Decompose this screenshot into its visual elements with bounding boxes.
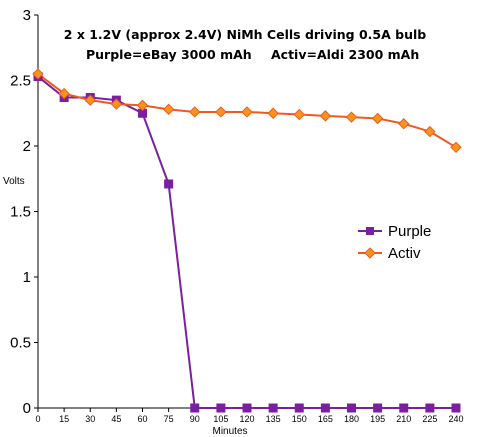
data-point-activ — [450, 141, 462, 154]
x-tick-label: 75 — [164, 414, 174, 424]
data-point-purple — [164, 179, 174, 189]
series-line-purple — [37, 75, 456, 409]
x-tick-label: 150 — [292, 414, 307, 424]
data-point-activ — [84, 94, 96, 106]
data-point-purple — [373, 403, 383, 413]
x-tick-label: 135 — [266, 414, 281, 424]
data-point-activ — [162, 103, 175, 116]
x-tick-label: 240 — [448, 414, 463, 424]
legend-marker-activ — [364, 247, 376, 259]
data-point-activ — [241, 106, 253, 118]
chart-title-line-1: 2 x 1.2V (approx 2.4V) NiMh Cells drivin… — [64, 27, 427, 42]
data-point-purple — [216, 403, 226, 413]
y-tick-label: 0 — [23, 400, 31, 417]
data-point-purple — [242, 403, 252, 413]
y-tick-label: 3 — [23, 7, 31, 24]
y-axis: 0 0.5 1 1.5 2 2.5 3 — [10, 7, 38, 417]
data-point-activ — [189, 106, 201, 118]
data-point-activ — [398, 118, 410, 130]
x-tick-label: 60 — [137, 414, 147, 424]
legend-marker-purple — [366, 227, 374, 235]
x-axis-label: Minutes — [212, 426, 247, 437]
y-tick-label: 1 — [23, 269, 31, 286]
y-tick-label: 0.5 — [10, 335, 31, 352]
data-point-activ — [110, 98, 123, 110]
data-point-activ — [215, 106, 227, 118]
data-point-purple — [190, 403, 200, 413]
data-point-activ — [32, 68, 44, 80]
data-point-activ — [136, 99, 149, 112]
x-tick-label: 195 — [370, 414, 385, 424]
x-tick-label: 90 — [190, 414, 200, 424]
series-layer — [32, 68, 462, 413]
x-tick-label: 30 — [85, 414, 95, 424]
x-tick-label: 180 — [344, 414, 359, 424]
data-point-purple — [451, 403, 461, 413]
data-point-purple — [399, 403, 409, 413]
x-tick-label: 105 — [213, 414, 228, 424]
y-tick-label: 1.5 — [10, 204, 31, 221]
x-tick-label: 210 — [396, 414, 411, 424]
y-tick-label: 2 — [23, 138, 31, 155]
x-tick-label: 165 — [318, 414, 333, 424]
data-point-purple — [425, 403, 435, 413]
y-tick-label: 2.5 — [10, 73, 31, 90]
data-point-activ — [371, 112, 384, 125]
data-point-activ — [424, 125, 436, 138]
x-tick-label: 225 — [422, 414, 437, 424]
data-point-purple — [347, 403, 356, 413]
data-point-activ — [319, 110, 332, 122]
legend: Purple Activ — [358, 223, 431, 262]
data-point-activ — [293, 108, 305, 121]
x-tick-label: 45 — [111, 414, 121, 424]
x-tick-label: 0 — [35, 414, 40, 424]
chart-title-line-2-right: Activ=Aldi 2300 mAh — [271, 47, 419, 62]
data-point-activ — [345, 111, 358, 123]
data-point-activ — [267, 107, 279, 119]
chart-title-line-2-left: Purple=eBay 3000 mAh — [86, 47, 252, 62]
legend-label-purple: Purple — [388, 223, 431, 240]
data-point-purple — [320, 403, 330, 413]
x-tick-label: 15 — [59, 414, 69, 424]
legend-label-activ: Activ — [388, 245, 421, 262]
y-axis-label: Volts — [3, 176, 25, 187]
data-point-activ — [58, 87, 70, 100]
data-point-purple — [294, 403, 304, 413]
x-tick-label: 120 — [239, 414, 254, 424]
plot-area — [37, 15, 456, 409]
data-point-purple — [268, 403, 278, 413]
